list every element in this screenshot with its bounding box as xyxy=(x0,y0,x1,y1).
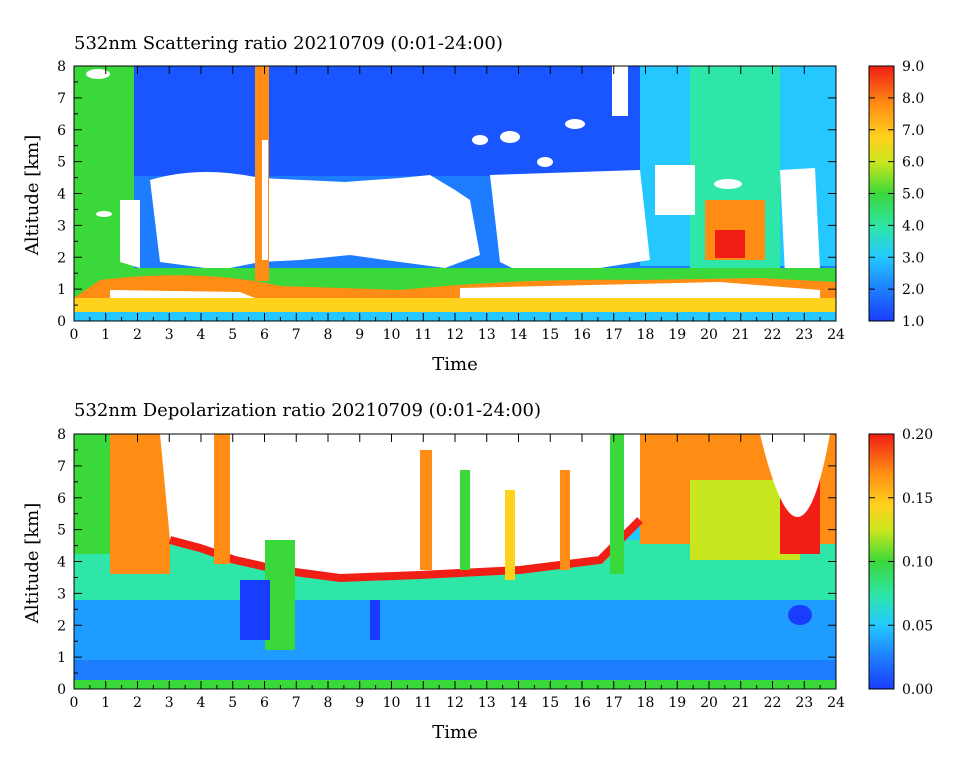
x-tick-label: 5 xyxy=(228,327,237,343)
x-tick-label: 24 xyxy=(827,695,845,711)
x-tick-label: 17 xyxy=(605,695,623,711)
y-axis: 0 1 2 3 4 5 6 7 8 xyxy=(57,427,836,698)
y-tick-label: 4 xyxy=(57,555,66,571)
x-tick-label: 16 xyxy=(573,695,591,711)
x-tick-label: 23 xyxy=(795,327,813,343)
x-tick-label: 17 xyxy=(605,327,623,343)
x-tick-label: 19 xyxy=(668,327,686,343)
x-tick-label: 0 xyxy=(70,327,79,343)
y-tick-label: 8 xyxy=(57,59,66,75)
y-tick-label: 6 xyxy=(57,491,66,507)
colorbar-tick-label: 8.0 xyxy=(902,91,924,107)
colorbar-tick-label: 0.10 xyxy=(902,555,933,571)
colorbar-tick-label: 2.0 xyxy=(902,282,924,298)
y-tick-label: 3 xyxy=(57,586,66,602)
y-tick-label: 0 xyxy=(57,314,66,330)
x-tick-label: 2 xyxy=(133,695,142,711)
x-tick-label: 10 xyxy=(383,327,401,343)
colorbar: 1.0 2.0 3.0 4.0 5.0 6.0 7.0 8.0 9.0 xyxy=(868,59,924,330)
x-tick-label: 14 xyxy=(510,327,528,343)
x-tick-label: 8 xyxy=(324,327,333,343)
x-tick-label: 22 xyxy=(764,327,782,343)
x-tick-label: 0 xyxy=(70,695,79,711)
chart-title: 532nm Depolarization ratio 20210709 (0:0… xyxy=(74,400,541,421)
x-tick-label: 15 xyxy=(541,695,559,711)
x-tick-label: 14 xyxy=(510,695,528,711)
colorbar-tick-label: 7.0 xyxy=(902,123,924,139)
x-tick-label: 5 xyxy=(228,695,237,711)
colorbar-tick-label: 1.0 xyxy=(902,314,924,330)
x-axis-label: Time xyxy=(432,354,477,375)
chart-scattering-ratio: 532nm Scattering ratio 20210709 (0:01-24… xyxy=(22,33,924,375)
y-tick-label: 7 xyxy=(57,91,66,107)
x-tick-label: 11 xyxy=(414,695,432,711)
x-tick-label: 24 xyxy=(827,327,845,343)
y-tick-label: 1 xyxy=(57,282,66,298)
x-tick-label: 23 xyxy=(795,695,813,711)
colorbar: 0.00 0.05 0.10 0.15 0.20 xyxy=(868,427,933,698)
x-tick-label: 9 xyxy=(355,327,364,343)
x-tick-label: 12 xyxy=(446,327,464,343)
y-tick-label: 8 xyxy=(57,427,66,443)
x-tick-label: 2 xyxy=(133,327,142,343)
x-tick-label: 13 xyxy=(478,327,496,343)
colorbar-tick-label: 0.05 xyxy=(902,618,933,634)
chart-depolarization-ratio: 532nm Depolarization ratio 20210709 (0:0… xyxy=(22,400,933,743)
x-tick-label: 20 xyxy=(700,695,718,711)
x-tick-label: 20 xyxy=(700,327,718,343)
x-tick-label: 18 xyxy=(637,327,655,343)
x-tick-label: 3 xyxy=(165,695,174,711)
colorbar-tick-label: 6.0 xyxy=(902,155,924,171)
x-tick-label: 13 xyxy=(478,695,496,711)
y-axis: 0 1 2 3 4 5 6 7 8 xyxy=(57,59,836,330)
y-tick-label: 3 xyxy=(57,218,66,234)
x-tick-label: 7 xyxy=(292,695,301,711)
x-tick-label: 11 xyxy=(414,327,432,343)
x-tick-label: 6 xyxy=(260,327,269,343)
x-tick-label: 19 xyxy=(668,695,686,711)
x-tick-label: 16 xyxy=(573,327,591,343)
x-tick-label: 18 xyxy=(637,695,655,711)
heatmap-field xyxy=(74,434,836,689)
y-tick-label: 6 xyxy=(57,123,66,139)
x-tick-label: 12 xyxy=(446,695,464,711)
colorbar-tick-label: 0.20 xyxy=(902,427,933,443)
x-tick-label: 7 xyxy=(292,327,301,343)
colorbar-tick-label: 3.0 xyxy=(902,250,924,266)
y-tick-label: 4 xyxy=(57,187,66,203)
y-axis-label: Altitude [km] xyxy=(22,503,43,625)
x-axis: 0 1 2 3 4 5 6 7 8 9 10 11 12 13 14 15 16 17 18 19 20 21 22 23 24 xyxy=(70,434,845,711)
x-tick-label: 1 xyxy=(101,327,110,343)
y-tick-label: 2 xyxy=(57,250,66,266)
x-axis-label: Time xyxy=(432,722,477,743)
y-tick-label: 7 xyxy=(57,459,66,475)
colorbar-tick-label: 0.00 xyxy=(902,682,933,698)
y-tick-label: 5 xyxy=(57,523,66,539)
colorbar-tick-label: 5.0 xyxy=(902,187,924,203)
y-tick-label: 0 xyxy=(57,682,66,698)
x-tick-label: 4 xyxy=(197,327,206,343)
x-tick-label: 21 xyxy=(732,327,750,343)
chart-title: 532nm Scattering ratio 20210709 (0:01-24… xyxy=(74,33,503,54)
heatmap-field xyxy=(74,66,836,321)
x-tick-label: 6 xyxy=(260,695,269,711)
x-tick-label: 9 xyxy=(355,695,364,711)
y-tick-label: 1 xyxy=(57,650,66,666)
x-tick-label: 15 xyxy=(541,327,559,343)
x-tick-label: 4 xyxy=(197,695,206,711)
x-tick-label: 21 xyxy=(732,695,750,711)
x-tick-label: 1 xyxy=(101,695,110,711)
x-tick-label: 8 xyxy=(324,695,333,711)
y-axis-label: Altitude [km] xyxy=(22,135,43,257)
colorbar-tick-label: 4.0 xyxy=(902,218,924,234)
x-tick-label: 22 xyxy=(764,695,782,711)
x-tick-label: 10 xyxy=(383,695,401,711)
y-tick-label: 2 xyxy=(57,618,66,634)
x-tick-label: 3 xyxy=(165,327,174,343)
colorbar-tick-label: 0.15 xyxy=(902,491,933,507)
x-axis: 0 1 2 3 4 5 6 7 8 9 10 11 12 13 14 15 16 17 18 19 20 21 22 23 24 xyxy=(70,66,845,343)
colorbar-tick-label: 9.0 xyxy=(902,59,924,75)
y-tick-label: 5 xyxy=(57,155,66,171)
